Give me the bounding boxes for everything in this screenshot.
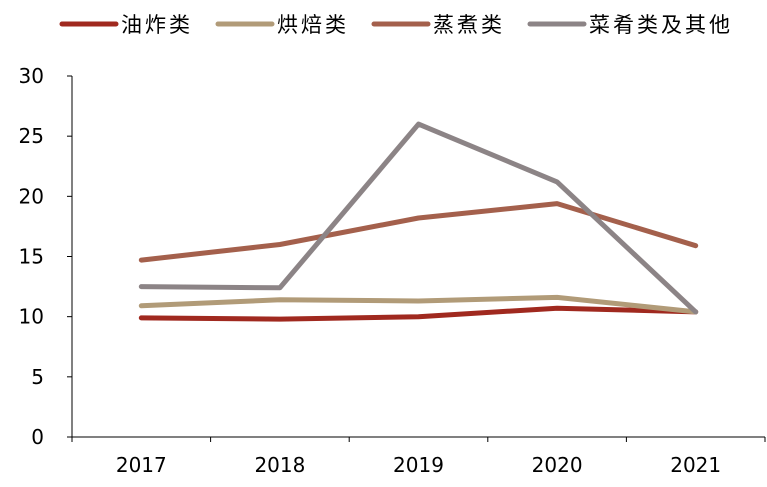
legend-label-4: 菜肴类及其他 [589,13,733,37]
y-tick-label: 0 [31,425,44,449]
y-tick-label: 30 [19,64,44,88]
legend-label-2: 烘焙类 [277,13,349,37]
legend-label-3: 蒸煮类 [433,13,505,37]
x-tick-label: 2020 [532,453,583,477]
x-tick-label: 2017 [116,453,167,477]
legend-label-1: 油炸类 [121,13,193,37]
y-tick-label: 10 [19,305,44,329]
x-tick-label: 2018 [254,453,305,477]
legend: 油炸类 烘焙类 蒸煮类 菜肴类及其他 [62,13,733,37]
x-tick-label: 2019 [393,453,444,477]
series-line-1 [141,308,695,319]
y-tick-label: 20 [19,184,44,208]
x-tick-label: 2021 [670,453,721,477]
series-lines [141,124,695,319]
y-tick-label: 5 [31,365,44,389]
y-tick-label: 25 [19,124,44,148]
y-tick-label: 15 [19,245,44,269]
